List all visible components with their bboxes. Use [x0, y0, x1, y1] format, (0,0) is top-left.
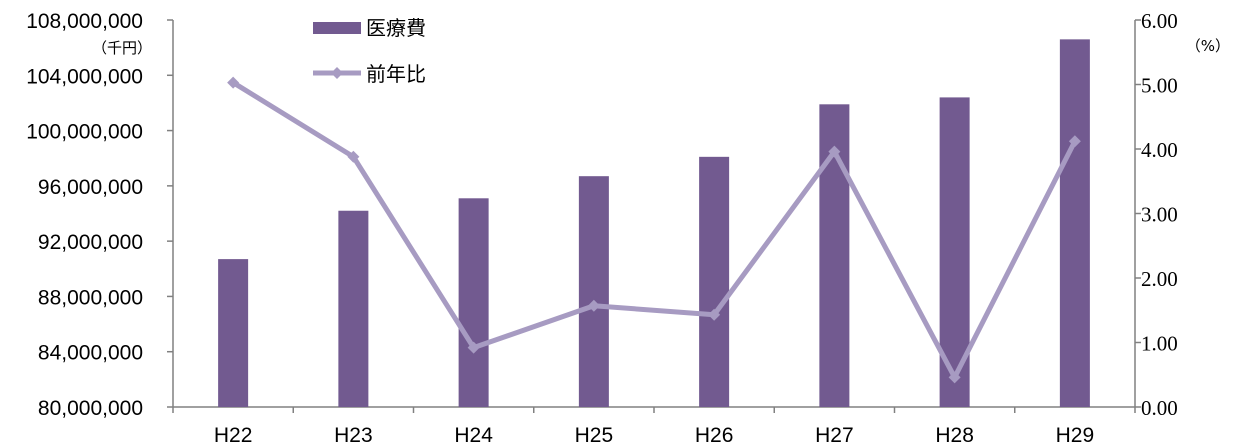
- legend-line-label: 前年比: [366, 62, 426, 86]
- right-tick-label: 4.00: [1141, 138, 1178, 162]
- bar: [1059, 39, 1090, 407]
- tick-labels: 80,000,000 84,000,000 88,000,000 92,000,000…: [26, 9, 1230, 445]
- left-tick-label: 96,000,000: [38, 176, 143, 199]
- axes: [167, 19, 1141, 413]
- x-tick-label: H26: [695, 424, 734, 445]
- right-axis-unit: （%）: [1186, 37, 1230, 55]
- left-tick-label: 104,000,000: [26, 65, 143, 88]
- bar-series: [218, 39, 1090, 408]
- x-tick-label: H27: [815, 424, 854, 445]
- right-tick-label: 6.00: [1141, 9, 1178, 33]
- bar: [218, 259, 249, 407]
- line-point: [708, 308, 721, 321]
- left-tick-label: 100,000,000: [26, 121, 143, 144]
- left-tick-label: 92,000,000: [38, 231, 143, 254]
- legend-bar-swatch: [313, 22, 361, 34]
- x-tick-label: H23: [334, 424, 373, 445]
- legend-bar-label: 医療費: [366, 16, 426, 40]
- legend-line-marker: [331, 67, 343, 79]
- line-point: [1068, 135, 1081, 148]
- bar: [578, 176, 609, 407]
- line-point: [227, 76, 240, 89]
- line-series: [227, 76, 1081, 384]
- line-path: [231, 80, 1078, 380]
- left-tick-label: 84,000,000: [38, 342, 143, 365]
- line-point: [347, 150, 360, 163]
- line-point: [587, 299, 600, 312]
- left-tick-label: 80,000,000: [38, 397, 143, 420]
- right-tick-label: 5.00: [1141, 74, 1178, 98]
- right-tick-label: 0.00: [1141, 396, 1178, 420]
- x-tick-label: H25: [575, 424, 614, 445]
- x-tick-label: H24: [454, 424, 493, 445]
- line-point: [948, 371, 961, 384]
- bar: [458, 198, 489, 407]
- left-axis-unit: （千円）: [92, 39, 152, 57]
- x-tick-label: H22: [214, 424, 253, 445]
- right-tick-label: 1.00: [1141, 332, 1178, 356]
- left-tick-label: 108,000,000: [26, 10, 143, 33]
- line-point: [828, 145, 841, 158]
- bar: [338, 210, 369, 407]
- bar: [699, 156, 730, 407]
- x-tick-label: H28: [935, 424, 974, 445]
- line-point: [467, 341, 480, 354]
- right-tick-label: 3.00: [1141, 203, 1178, 227]
- left-tick-label: 88,000,000: [38, 286, 143, 309]
- x-tick-label: H29: [1056, 424, 1095, 445]
- right-tick-label: 2.00: [1141, 267, 1178, 291]
